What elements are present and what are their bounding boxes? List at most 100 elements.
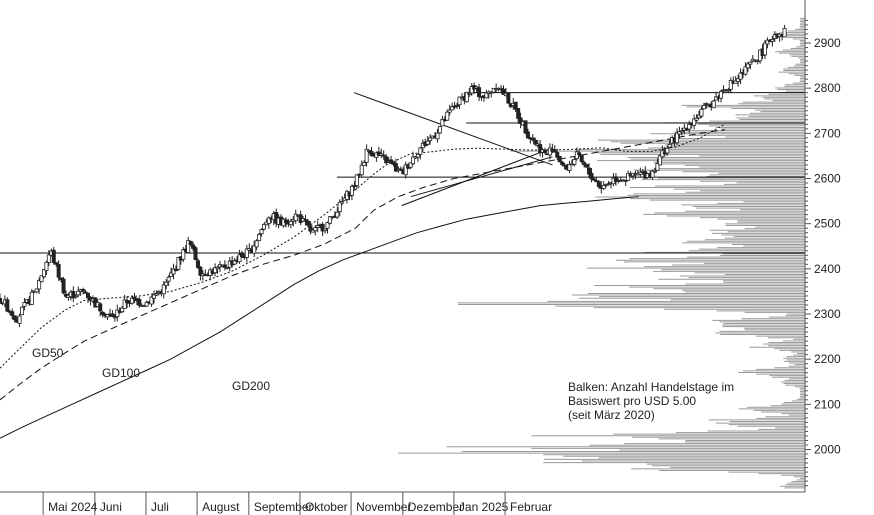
candle-body [293, 213, 298, 222]
x-tick-label: Oktober [305, 500, 348, 514]
candle-body [530, 137, 535, 141]
candle-body [195, 260, 200, 268]
candle-body [555, 152, 560, 158]
candle-body [518, 117, 523, 124]
candle-body [745, 63, 750, 69]
candle-body [393, 163, 398, 172]
candle-body [665, 147, 670, 154]
candle-body [455, 104, 460, 107]
candle-body [257, 234, 262, 242]
candle-body [169, 272, 174, 278]
candle-body [51, 249, 56, 263]
candle-body [428, 137, 433, 142]
trend-line [410, 156, 553, 198]
candle-body [144, 301, 149, 307]
candle-body [577, 152, 582, 156]
candle-body [770, 39, 775, 42]
candle-body [222, 264, 227, 268]
candle-body [161, 284, 166, 295]
candle-body [12, 315, 17, 321]
candle-body [384, 156, 389, 164]
candle-body [379, 153, 384, 156]
candle-body [81, 289, 86, 292]
candle-body [149, 296, 154, 305]
candle-body [137, 299, 142, 306]
candle-body [560, 161, 565, 165]
candle-body [572, 159, 577, 165]
candle-body [83, 291, 88, 294]
candle-body [0, 297, 3, 303]
candle-body [657, 155, 662, 166]
candle-body [584, 164, 589, 168]
candle-body [335, 211, 340, 218]
candle-body [701, 105, 706, 110]
candle-body [655, 163, 660, 171]
candle-body [381, 154, 386, 157]
candle-body [450, 106, 455, 111]
y-tick-label: 2200 [814, 352, 841, 366]
candle-body [313, 227, 318, 232]
candle-body [305, 220, 310, 226]
candle-body [17, 315, 22, 324]
candle-body [215, 266, 220, 270]
candle-body [266, 217, 271, 224]
candle-body [244, 248, 249, 258]
gd200-label: GD200 [232, 379, 270, 393]
candle-body [733, 80, 738, 84]
candle-body [85, 292, 90, 299]
candle-body [447, 109, 452, 113]
y-tick-label: 2100 [814, 397, 841, 411]
candle-body [337, 201, 342, 212]
gd50-line [0, 123, 726, 369]
candle-body [675, 132, 680, 144]
candle-body [166, 276, 171, 282]
candle-body [457, 96, 462, 106]
candle-body [596, 181, 601, 187]
candle-body [694, 117, 699, 121]
x-tick-label: September [254, 500, 313, 514]
candle-body [467, 92, 472, 95]
y-tick-label: 2600 [814, 172, 841, 186]
candle-body [71, 291, 76, 299]
candle-body [499, 87, 504, 90]
y-tick-label: 2500 [814, 217, 841, 231]
candle-body [359, 164, 364, 176]
candle-body [692, 118, 697, 126]
candle-body [738, 72, 743, 80]
candle-body [367, 149, 372, 152]
candle-body [411, 156, 416, 165]
candle-body [418, 147, 423, 155]
candle-body [782, 28, 787, 38]
y-tick-label: 2800 [814, 81, 841, 95]
volume-profile [398, 17, 805, 489]
candle-body [523, 120, 528, 134]
candle-body [37, 280, 42, 290]
y-tick-label: 2900 [814, 36, 841, 50]
candle-body [34, 288, 39, 293]
candle-body [122, 299, 127, 310]
candle-body [677, 131, 682, 135]
candle-body [591, 178, 596, 181]
candle-body [325, 222, 330, 229]
y-axis: 2000 2100 2200 2300 2400 2500 2600 2700 2800 2900 [805, 19, 841, 487]
candle-body [154, 293, 159, 296]
candle-body [239, 253, 244, 257]
candle-body [19, 306, 24, 316]
candle-body [469, 86, 474, 94]
x-tick-label: Mai 2024 [48, 500, 98, 514]
candle-body [171, 268, 176, 275]
candle-body [100, 311, 105, 315]
candle-body [225, 267, 230, 269]
candle-body [506, 92, 511, 104]
trend-line [353, 92, 553, 166]
candle-body [711, 100, 716, 109]
candle-body [73, 295, 78, 298]
candle-body [41, 269, 46, 278]
chart-frame [0, 0, 806, 493]
candle-body [176, 257, 181, 270]
candle-body [288, 220, 293, 226]
candle-body [323, 228, 328, 231]
candle-body [352, 185, 357, 188]
gd200-line [0, 196, 639, 439]
